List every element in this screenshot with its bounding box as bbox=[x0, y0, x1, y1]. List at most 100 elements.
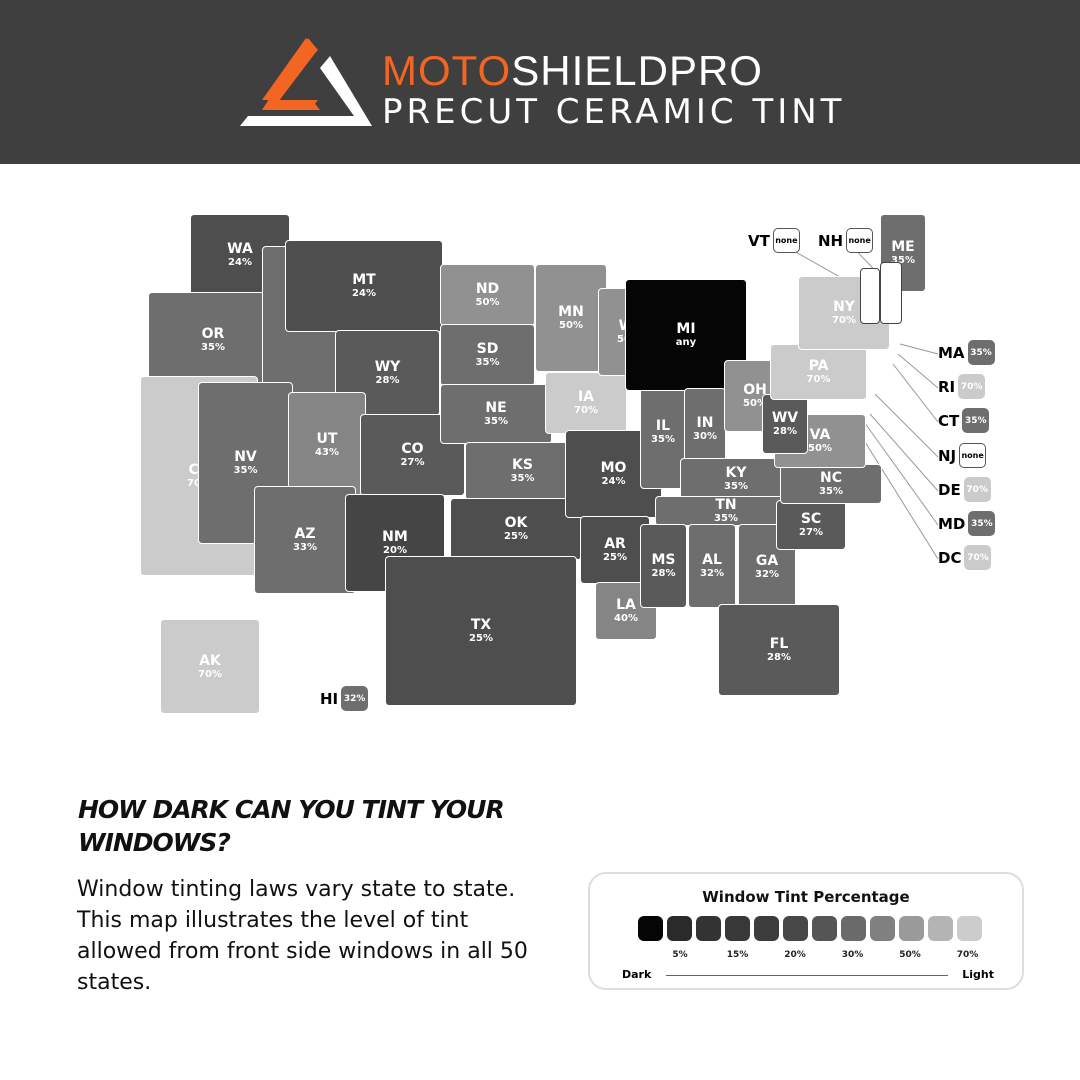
state-tint-value: 28% bbox=[773, 426, 797, 437]
state-al bbox=[688, 524, 736, 608]
state-code: OH bbox=[743, 382, 767, 398]
state-tint-value: 70% bbox=[963, 477, 991, 502]
state-label: NY 70% bbox=[832, 299, 856, 327]
state-tint-value: 70% bbox=[832, 315, 856, 326]
state-label: OK 25% bbox=[504, 515, 528, 543]
legend-tick: 70% bbox=[956, 950, 979, 960]
callout-ct: CT 35% bbox=[938, 408, 990, 433]
state-tint-value: none bbox=[959, 443, 987, 468]
us-tint-map: WA24%OR35%CA70%ID35%NV35%MT24%WY28%UT43%… bbox=[0, 164, 1080, 744]
state-code: NC bbox=[820, 470, 842, 486]
state-code: MI bbox=[676, 321, 696, 337]
state-ks bbox=[465, 442, 580, 500]
state-tx bbox=[385, 556, 577, 706]
state-code: IL bbox=[655, 417, 671, 434]
state-tint-value: 40% bbox=[614, 613, 638, 624]
state-label: TN 35% bbox=[714, 497, 738, 525]
state-tint-value: 70% bbox=[806, 374, 831, 385]
state-label: TX 25% bbox=[469, 617, 493, 645]
legend-swatch bbox=[899, 916, 924, 941]
state-code: GA bbox=[755, 553, 779, 569]
state-label: KS 35% bbox=[511, 457, 535, 485]
legend-tick: 20% bbox=[784, 950, 806, 960]
state-tint-value: 28% bbox=[375, 375, 400, 386]
state-tint-value: 35% bbox=[484, 416, 508, 427]
state-tint-value: 70% bbox=[958, 374, 986, 399]
state-nh bbox=[880, 262, 902, 324]
state-label: IN 30% bbox=[693, 415, 717, 443]
state-code: IN bbox=[696, 415, 714, 431]
state-code: LA bbox=[616, 597, 636, 613]
state-label: WY 28% bbox=[375, 359, 401, 387]
state-tint-value: 43% bbox=[315, 446, 339, 458]
callout-line bbox=[892, 363, 939, 423]
triangle-logo-icon bbox=[240, 38, 372, 126]
state-label: FL 28% bbox=[767, 636, 791, 664]
state-code: MO bbox=[600, 460, 627, 476]
dark-label: Dark bbox=[622, 968, 652, 981]
legend-swatch bbox=[957, 916, 982, 941]
tagline: PRECUT CERAMIC TINT bbox=[382, 92, 846, 132]
state-tint-value: 50% bbox=[559, 320, 583, 331]
state-tint-value: 33% bbox=[293, 542, 317, 553]
legend-tick: 30% bbox=[841, 950, 864, 960]
state-code: MN bbox=[558, 304, 584, 320]
state-tint-value: 27% bbox=[799, 527, 823, 538]
state-sc bbox=[776, 500, 846, 550]
legend-swatch bbox=[754, 916, 779, 941]
state-label: MS 28% bbox=[651, 552, 675, 580]
state-label: AL 32% bbox=[700, 552, 724, 580]
state-tint-value: 20% bbox=[383, 545, 407, 556]
state-label: IA 70% bbox=[574, 389, 598, 417]
callout-de: DE 70% bbox=[938, 477, 991, 502]
state-code: MD bbox=[938, 514, 966, 533]
state-label: WA 24% bbox=[227, 241, 253, 269]
state-tint-value: 35% bbox=[724, 481, 748, 492]
state-tint-value: 25% bbox=[504, 531, 528, 542]
state-mt bbox=[285, 240, 443, 332]
state-ut bbox=[288, 392, 366, 497]
state-tint-value: 24% bbox=[601, 476, 626, 487]
state-tint-value: 50% bbox=[475, 297, 500, 308]
state-tint-value: 32% bbox=[755, 569, 779, 580]
state-tint-value: 70% bbox=[964, 545, 992, 570]
state-code: KS bbox=[512, 457, 533, 473]
state-tint-value: 35% bbox=[651, 433, 675, 445]
state-vt bbox=[860, 268, 880, 324]
state-label: VA 50% bbox=[808, 427, 832, 455]
state-tint-value: 50% bbox=[743, 398, 767, 409]
state-code: DC bbox=[938, 548, 962, 567]
state-code: SD bbox=[476, 341, 499, 357]
state-tint-value: 35% bbox=[968, 511, 996, 536]
state-tint-value: 70% bbox=[574, 405, 598, 416]
state-label: KY 35% bbox=[724, 465, 748, 493]
state-code: CT bbox=[938, 411, 960, 430]
state-label: MN 50% bbox=[558, 304, 584, 332]
state-ok bbox=[450, 498, 582, 560]
state-tint-value: 32% bbox=[341, 686, 369, 711]
state-tint-value: none bbox=[772, 228, 800, 253]
state-label: NV 35% bbox=[234, 449, 258, 477]
state-code: NY bbox=[833, 299, 855, 315]
state-label: MI any bbox=[676, 321, 696, 349]
state-code: PA bbox=[808, 358, 829, 374]
state-label: NM 20% bbox=[382, 529, 408, 557]
legend-tick: 15% bbox=[726, 950, 749, 960]
callout-hi: HI 32% bbox=[320, 686, 369, 711]
state-label: ME 35% bbox=[891, 239, 915, 267]
state-tint-value: 35% bbox=[891, 255, 915, 266]
state-co bbox=[360, 414, 465, 496]
state-label: AR 25% bbox=[603, 536, 627, 564]
state-label: WV 28% bbox=[772, 410, 798, 438]
state-label: NC 35% bbox=[819, 470, 843, 498]
state-code: TN bbox=[715, 497, 737, 513]
legend-title: Window Tint Percentage bbox=[702, 888, 910, 906]
dark-light-arrow bbox=[666, 975, 948, 976]
state-label: OR 35% bbox=[201, 326, 225, 354]
state-code: DE bbox=[938, 480, 961, 499]
state-code: FL bbox=[769, 636, 789, 652]
brand-name: MOTOSHIELDPRO bbox=[382, 47, 763, 94]
legend-swatch bbox=[870, 916, 895, 941]
legend-swatch bbox=[928, 916, 953, 941]
callout-line bbox=[897, 353, 939, 389]
